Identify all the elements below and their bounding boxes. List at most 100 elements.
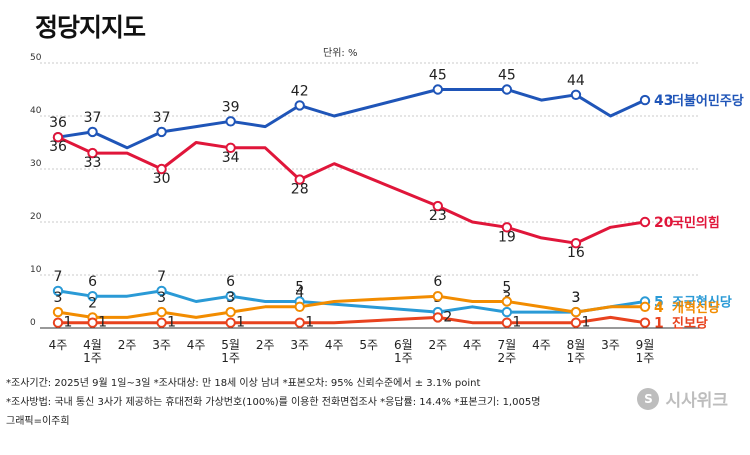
data-point: [570, 89, 582, 101]
series-name-label: 조국혁신당: [672, 295, 732, 311]
chart-title: 정당지지도: [34, 13, 146, 42]
data-label: 5: [502, 280, 511, 296]
x-tick-label: 1주: [221, 351, 240, 365]
data-label: 34: [222, 150, 240, 166]
series-line: [57, 135, 646, 245]
x-tick-label: 3주: [601, 338, 620, 352]
data-label: 2: [443, 309, 452, 325]
x-tick-label: 1주: [636, 351, 655, 365]
data-point: [294, 317, 305, 328]
survey-notes: *조사기간: 2025년 9월 1일~3일 *조사대상: 만 18세 이상 남녀…: [6, 374, 540, 431]
x-tick-label: 4주: [49, 338, 68, 352]
data-point: [225, 291, 236, 302]
data-point: [501, 306, 513, 318]
data-label: 3: [157, 290, 166, 306]
x-tick-label: 2주: [256, 338, 275, 352]
data-point: [156, 163, 167, 175]
x-tick-label: 6월: [394, 338, 413, 352]
x-tick-label: 7월: [498, 338, 517, 352]
data-label: 6: [433, 274, 442, 290]
data-point: [570, 317, 582, 328]
data-point: [52, 306, 64, 318]
publisher-name: 시사위크: [665, 391, 728, 411]
data-point: [432, 84, 444, 95]
data-point: [294, 174, 305, 185]
publisher-logo: S 시사위크: [637, 386, 728, 411]
data-point: [639, 301, 651, 312]
end-value-label: 5: [654, 295, 664, 311]
data-label: 1: [167, 315, 176, 331]
data-label: 36: [49, 115, 67, 131]
data-label: 16: [567, 245, 585, 261]
data-point: [225, 142, 236, 154]
y-tick-label: 10: [30, 265, 42, 275]
data-label: 3: [54, 290, 63, 306]
x-tick-label: 3주: [290, 338, 309, 352]
data-label: 23: [429, 208, 447, 224]
data-point: [501, 296, 513, 307]
y-tick-label: 50: [30, 53, 42, 63]
data-label: 37: [84, 110, 102, 126]
data-point: [639, 317, 651, 328]
y-tick-label: 0: [30, 318, 36, 328]
y-tick-label: 40: [30, 106, 42, 116]
data-point: [501, 317, 513, 328]
x-tick-label: 2주: [428, 338, 447, 352]
series-name-label: 진보당: [672, 316, 708, 332]
data-label: 1: [236, 315, 245, 331]
data-label: 3: [571, 290, 580, 306]
data-point: [432, 200, 444, 212]
end-value-label: 20: [654, 215, 674, 231]
x-tick-label: 4주: [325, 338, 344, 352]
x-tick-label: 5주: [359, 338, 378, 352]
series-name-label: 국민의힘: [672, 215, 720, 231]
data-point: [156, 285, 167, 297]
data-point: [52, 132, 64, 143]
unit-label: 단위: %: [323, 48, 358, 59]
series-name-label: 개혁신당: [672, 300, 720, 316]
note-line-method: *조사방법: 국내 통신 3사가 제공하는 휴대전화 가상번호(100%)를 이…: [6, 397, 541, 408]
data-point: [87, 147, 98, 159]
data-point: [87, 317, 98, 328]
data-point: [156, 306, 167, 318]
data-point: [156, 317, 167, 328]
data-label: 1: [64, 315, 73, 331]
data-point: [639, 216, 651, 228]
data-label: 36: [49, 139, 67, 155]
data-point: [570, 306, 582, 318]
data-point: [639, 94, 651, 106]
x-tick-label: 1주: [394, 351, 413, 365]
data-point: [52, 317, 64, 328]
end-value-label: 1: [654, 316, 664, 332]
x-tick-label: 1주: [567, 351, 586, 365]
y-tick-label: 30: [30, 159, 42, 169]
y-tick-label: 20: [30, 212, 42, 222]
data-label: 33: [84, 155, 102, 171]
series-name-label: 더불어민주당: [672, 93, 744, 109]
data-label: 3: [571, 290, 580, 306]
data-point: [294, 301, 305, 312]
note-line-period: *조사기간: 2025년 9월 1일~3일 *조사대상: 만 18세 이상 남녀…: [6, 378, 481, 389]
x-tick-label: 5월: [221, 338, 240, 352]
data-label: 42: [291, 83, 309, 99]
data-point: [294, 100, 305, 111]
x-tick-label: 8월: [567, 338, 586, 352]
data-point: [501, 222, 513, 233]
end-value-label: 43: [654, 93, 673, 109]
data-point: [432, 291, 444, 302]
data-label: 45: [498, 68, 516, 84]
sisaweek-logo-icon: S: [637, 387, 660, 410]
data-label: 6: [88, 274, 97, 290]
data-label: 6: [226, 274, 235, 290]
data-label: 45: [429, 68, 447, 84]
x-tick-label: 9월: [636, 338, 655, 352]
data-label: 39: [222, 99, 240, 115]
end-value-label: 4: [654, 300, 664, 316]
series-line: [58, 315, 646, 325]
data-label: 2: [88, 295, 97, 311]
x-tick-label: 4월: [83, 338, 102, 352]
series-line: [57, 88, 646, 150]
data-point: [52, 285, 64, 297]
data-label: 4: [295, 285, 304, 301]
